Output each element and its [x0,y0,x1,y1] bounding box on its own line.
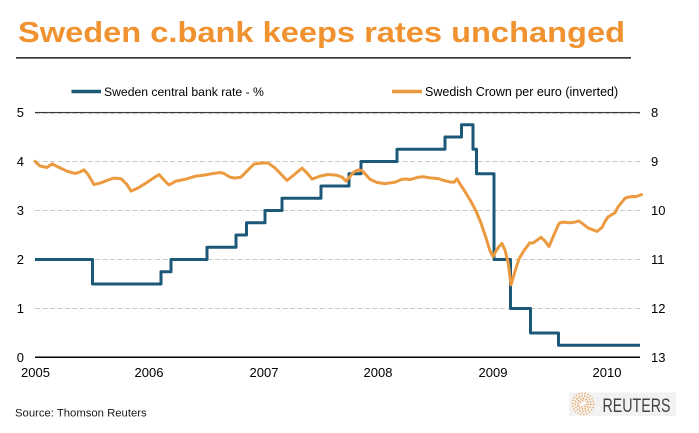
svg-text:2007: 2007 [250,365,279,380]
svg-text:9: 9 [651,154,658,169]
svg-text:2010: 2010 [593,365,622,380]
svg-text:Sweden central bank rate - %: Sweden central bank rate - % [104,85,264,99]
svg-text:5: 5 [17,105,24,120]
svg-text:12: 12 [651,301,665,316]
svg-text:10: 10 [651,203,665,218]
svg-text:2006: 2006 [135,365,164,380]
svg-text:3: 3 [17,203,24,218]
svg-text:Sweden c.bank keeps rates unch: Sweden c.bank keeps rates unchanged [18,17,625,49]
svg-text:2005: 2005 [21,365,50,380]
svg-text:Swedish Crown per euro (invert: Swedish Crown per euro (inverted) [425,85,618,99]
svg-text:2: 2 [17,252,24,267]
svg-text:REUTERS: REUTERS [603,395,671,417]
svg-text:2009: 2009 [479,365,508,380]
svg-text:2008: 2008 [364,365,393,380]
svg-text:8: 8 [651,105,658,120]
svg-text:4: 4 [17,154,24,169]
svg-text:11: 11 [651,252,665,267]
svg-text:0: 0 [17,350,24,365]
svg-text:13: 13 [651,350,665,365]
svg-text:Source: Thomson Reuters: Source: Thomson Reuters [15,408,147,420]
svg-text:1: 1 [17,301,24,316]
